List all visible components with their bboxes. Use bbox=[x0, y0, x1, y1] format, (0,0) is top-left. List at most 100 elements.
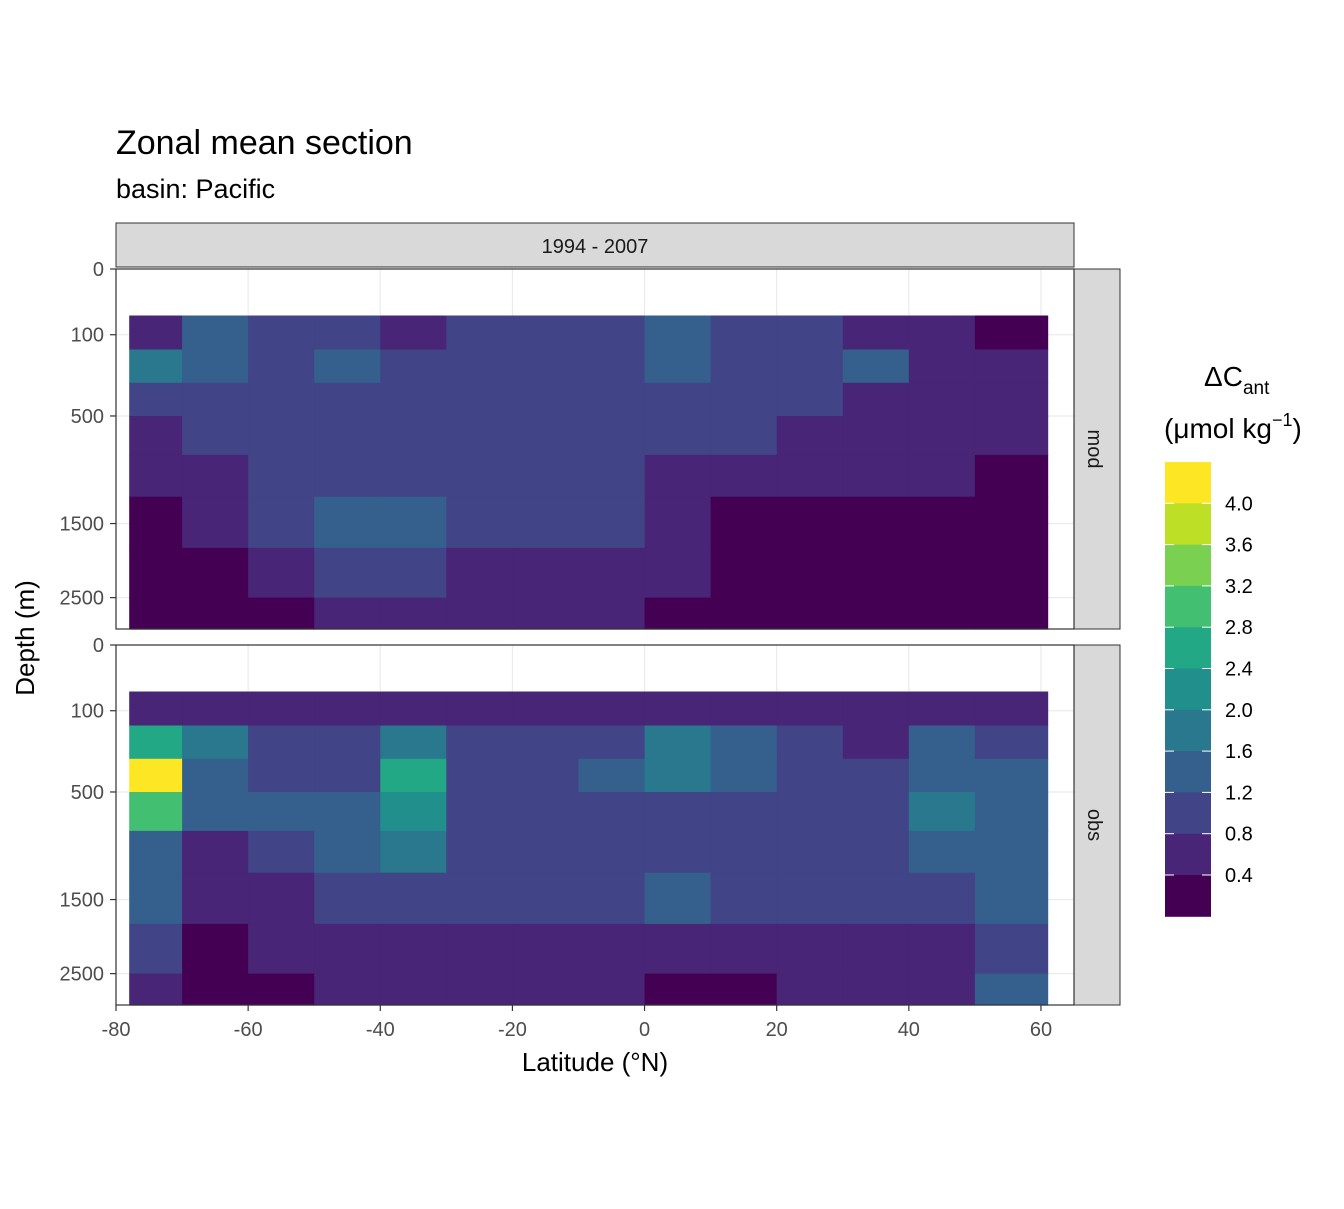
heat-cell bbox=[380, 792, 447, 832]
heat-cell bbox=[512, 973, 580, 1006]
heat-cell bbox=[776, 973, 844, 1006]
heat-cell bbox=[380, 597, 447, 630]
heat-cell bbox=[974, 923, 1049, 975]
heat-cell bbox=[446, 349, 513, 384]
panel-border bbox=[115, 268, 1075, 630]
heat-cell bbox=[644, 349, 712, 384]
heat-cell bbox=[248, 349, 315, 384]
heat-cell bbox=[314, 315, 381, 351]
heat-cell bbox=[842, 547, 910, 599]
heat-cell bbox=[644, 382, 712, 417]
legend-title: ΔCant bbox=[1204, 361, 1270, 399]
heat-cell bbox=[644, 792, 712, 832]
heat-cell bbox=[512, 923, 580, 975]
heat-cell bbox=[248, 792, 315, 832]
heat-cell bbox=[380, 315, 447, 351]
heat-cell bbox=[776, 923, 844, 975]
legend-labels: 4.0 3.6 3.2 2.8 2.4 2.0 1.6 1.2 0.8 0.4 bbox=[1165, 493, 1253, 887]
heat-cell bbox=[512, 725, 580, 760]
x-axis-label: Latitude (°N) bbox=[522, 1047, 668, 1077]
heat-cell bbox=[644, 725, 712, 760]
heat-cell bbox=[380, 973, 447, 1006]
legend-label: 0.8 bbox=[1225, 824, 1253, 846]
heat-cell bbox=[182, 758, 249, 793]
heat-cell bbox=[248, 725, 315, 760]
x-tick-label: 20 bbox=[766, 1019, 788, 1041]
y-tick-label: 0 bbox=[93, 635, 104, 657]
heat-cell bbox=[974, 496, 1049, 549]
facet-strip-obs-label: obs bbox=[1083, 809, 1105, 841]
heat-cell bbox=[129, 315, 183, 351]
heat-cell bbox=[578, 547, 646, 599]
heat-cell bbox=[512, 416, 580, 456]
legend-label: 3.2 bbox=[1225, 576, 1253, 598]
heat-cell bbox=[710, 382, 778, 417]
heat-cell bbox=[776, 315, 844, 351]
heat-cell bbox=[182, 725, 249, 760]
x-axis: -80 -60 -40 -20 0 20 40 60 bbox=[102, 1005, 1052, 1041]
heat-cell bbox=[182, 792, 249, 832]
heat-cell bbox=[248, 315, 315, 351]
heat-cell bbox=[908, 830, 976, 874]
legend-swatch bbox=[1165, 668, 1211, 711]
heat-cell bbox=[380, 923, 447, 975]
heat-cell bbox=[314, 496, 381, 549]
heat-cell bbox=[842, 758, 910, 793]
heat-cell bbox=[380, 382, 447, 417]
heat-cell bbox=[710, 416, 778, 456]
legend-swatch bbox=[1165, 751, 1211, 793]
y-axis-label: Depth (m) bbox=[10, 580, 40, 696]
heat-cell bbox=[578, 315, 646, 351]
heat-cell bbox=[446, 923, 513, 975]
facet-strip-mod-label: mod bbox=[1083, 430, 1105, 469]
heat-cell bbox=[129, 597, 183, 630]
heat-cell bbox=[710, 597, 778, 630]
heat-cell bbox=[446, 872, 513, 925]
heat-cell bbox=[314, 416, 381, 456]
panel-obs bbox=[115, 644, 1075, 1006]
heat-cell bbox=[710, 315, 778, 351]
heat-cell bbox=[776, 547, 844, 599]
heat-cell bbox=[248, 416, 315, 456]
heat-cell bbox=[578, 416, 646, 456]
heat-cell bbox=[974, 597, 1049, 630]
heat-cell bbox=[314, 547, 381, 599]
facet-strip-top-label: 1994 - 2007 bbox=[542, 236, 649, 258]
heat-cell bbox=[644, 758, 712, 793]
heat-cell bbox=[248, 758, 315, 793]
heat-cell bbox=[314, 597, 381, 630]
heat-cell bbox=[776, 830, 844, 874]
heat-cell bbox=[908, 416, 976, 456]
heat-cell bbox=[314, 725, 381, 760]
heat-cell bbox=[129, 691, 183, 727]
heat-cell bbox=[842, 315, 910, 351]
heat-cell bbox=[578, 597, 646, 630]
heat-cell bbox=[842, 597, 910, 630]
legend-label: 3.6 bbox=[1225, 535, 1253, 557]
heat-cell bbox=[129, 758, 183, 793]
y-tick-label: 2500 bbox=[60, 964, 105, 986]
heat-cell bbox=[842, 872, 910, 925]
heat-cell bbox=[314, 973, 381, 1006]
heat-cell bbox=[512, 691, 580, 727]
heat-cell bbox=[248, 454, 315, 498]
heat-cell bbox=[446, 973, 513, 1006]
heat-cell bbox=[842, 691, 910, 727]
heat-cell bbox=[776, 597, 844, 630]
heat-cell bbox=[776, 382, 844, 417]
heat-cell bbox=[578, 382, 646, 417]
heat-cell bbox=[644, 830, 712, 874]
heat-cell bbox=[908, 547, 976, 599]
heat-cell bbox=[314, 382, 381, 417]
heat-cell bbox=[129, 382, 183, 417]
chart-subtitle: basin: Pacific bbox=[116, 174, 276, 204]
heat-cell bbox=[182, 416, 249, 456]
heat-cell bbox=[380, 872, 447, 925]
heat-cell bbox=[644, 597, 712, 630]
heat-cell bbox=[512, 758, 580, 793]
legend-label: 2.4 bbox=[1225, 659, 1253, 681]
heat-cell bbox=[908, 315, 976, 351]
heat-cell bbox=[776, 349, 844, 384]
heat-cell bbox=[908, 792, 976, 832]
heat-cell bbox=[974, 872, 1049, 925]
